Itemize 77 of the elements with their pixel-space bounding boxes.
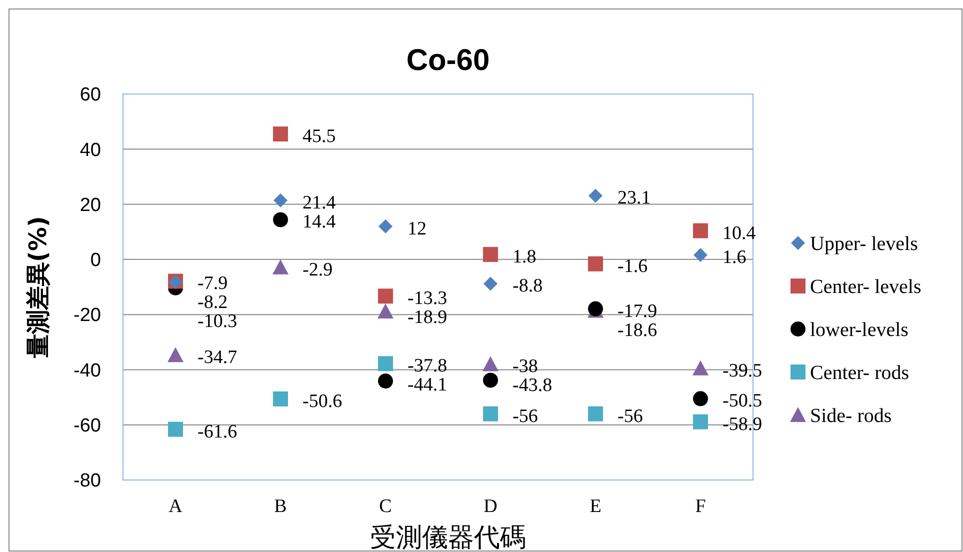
point xyxy=(273,212,288,228)
data-label: -13.3 xyxy=(408,288,448,310)
data-label: 21.4 xyxy=(302,192,336,214)
y-tick-label: -20 xyxy=(74,305,101,326)
x-tick-label: C xyxy=(379,496,392,517)
point xyxy=(273,391,288,406)
data-label: -50.6 xyxy=(302,390,342,412)
data-label: -10.3 xyxy=(198,311,238,332)
point xyxy=(693,391,708,406)
point xyxy=(693,223,708,238)
point xyxy=(274,193,288,208)
y-tick-label: -80 xyxy=(74,470,101,492)
legend-label: lower-levels xyxy=(810,319,909,341)
data-label: -39.5 xyxy=(722,360,762,382)
point xyxy=(483,246,498,262)
data-label: -44.1 xyxy=(408,374,448,396)
y-tick-label: 20 xyxy=(80,194,101,216)
data-label: -43.8 xyxy=(512,375,552,396)
point xyxy=(483,406,498,422)
point xyxy=(168,347,184,362)
data-label: -18.9 xyxy=(408,307,448,328)
point xyxy=(273,126,288,142)
data-label: 14.4 xyxy=(302,212,336,233)
point xyxy=(483,372,498,388)
legend-label: Side- rods xyxy=(810,405,892,427)
data-label: -50.5 xyxy=(722,390,762,412)
point xyxy=(272,259,288,274)
point xyxy=(588,406,603,422)
chart-title: Co-60 xyxy=(406,44,490,77)
data-label: 1.6 xyxy=(722,247,746,268)
legend-label: Upper- levels xyxy=(810,233,918,255)
y-tick-label: 40 xyxy=(80,140,101,161)
data-label: -8.2 xyxy=(198,292,228,314)
data-label: -17.9 xyxy=(618,300,658,322)
y-tick-label: 60 xyxy=(80,84,101,106)
data-label: -56 xyxy=(512,406,538,427)
y-axis-title: 量測差異(%) xyxy=(24,216,52,359)
data-label: -7.9 xyxy=(198,273,228,294)
legend-label: Center- rods xyxy=(810,362,910,384)
data-label: 1.8 xyxy=(512,246,536,268)
y-tick-label: -40 xyxy=(74,360,101,382)
point xyxy=(378,374,393,389)
data-label: -2.9 xyxy=(302,259,333,280)
point xyxy=(692,360,708,376)
data-label: 12 xyxy=(408,218,426,240)
data-label: 23.1 xyxy=(618,188,651,209)
data-label: -34.7 xyxy=(198,347,238,368)
x-axis-title: 受測儀器代碼 xyxy=(370,523,526,552)
point xyxy=(378,304,394,319)
data-label: -38 xyxy=(512,356,538,378)
x-tick-label: E xyxy=(590,496,602,517)
data-label: -61.6 xyxy=(198,421,238,442)
legend-label: Center- levels xyxy=(810,276,922,298)
data-label: -37.8 xyxy=(408,356,448,377)
data-label: -18.6 xyxy=(618,320,658,341)
point xyxy=(694,248,708,262)
point xyxy=(378,356,393,372)
point xyxy=(168,422,183,437)
y-tick-label: 0 xyxy=(90,250,101,272)
x-tick-label: D xyxy=(484,496,498,517)
point xyxy=(588,188,602,203)
x-tick-label: A xyxy=(168,496,183,517)
x-tick-label: B xyxy=(274,496,287,517)
data-label: 10.4 xyxy=(722,222,756,244)
data-label: -1.6 xyxy=(618,256,648,277)
x-tick-label: F xyxy=(695,496,706,517)
point xyxy=(482,356,498,372)
point xyxy=(588,256,603,272)
point xyxy=(378,288,393,304)
data-label: -58.9 xyxy=(722,414,762,435)
point xyxy=(378,219,392,234)
data-label: 45.5 xyxy=(302,126,336,147)
point xyxy=(693,414,708,430)
point xyxy=(484,276,498,291)
data-label: -56 xyxy=(618,406,643,427)
data-label: -8.8 xyxy=(512,276,543,297)
y-tick-label: -60 xyxy=(74,416,101,437)
